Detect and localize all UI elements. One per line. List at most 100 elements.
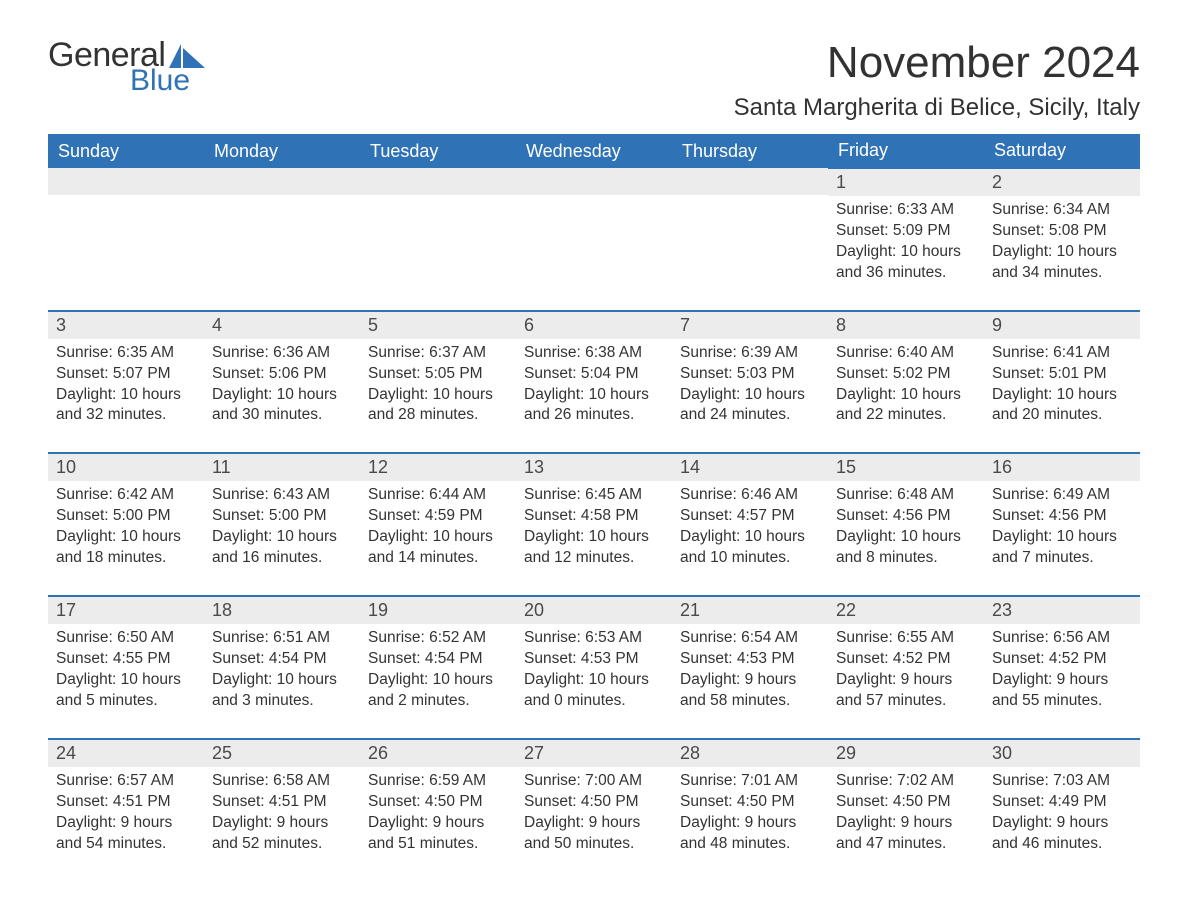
day-number: 4 [204,312,360,339]
day-details: Sunrise: 6:36 AMSunset: 5:06 PMDaylight:… [204,339,360,453]
sunset-line: Sunset: 5:06 PM [212,364,352,385]
sunrise-line: Sunrise: 6:58 AM [212,771,352,792]
empty-day-body [48,195,204,285]
sunset-line: Sunset: 5:04 PM [524,364,664,385]
day-number: 7 [672,312,828,339]
sunset-line: Sunset: 4:52 PM [836,649,976,670]
daylight-line: Daylight: 10 hours and 16 minutes. [212,527,352,569]
calendar-day-cell: 12Sunrise: 6:44 AMSunset: 4:59 PMDayligh… [360,453,516,596]
calendar-week-row: 1Sunrise: 6:33 AMSunset: 5:09 PMDaylight… [48,168,1140,311]
sunset-line: Sunset: 5:05 PM [368,364,508,385]
calendar-day-cell: 24Sunrise: 6:57 AMSunset: 4:51 PMDayligh… [48,739,204,881]
calendar-day-cell [672,168,828,311]
sunset-line: Sunset: 4:54 PM [212,649,352,670]
day-number: 3 [48,312,204,339]
day-number: 2 [984,169,1140,196]
sunrise-line: Sunrise: 6:54 AM [680,628,820,649]
daylight-line: Daylight: 10 hours and 24 minutes. [680,385,820,427]
day-details: Sunrise: 6:33 AMSunset: 5:09 PMDaylight:… [828,196,984,310]
sunrise-line: Sunrise: 6:53 AM [524,628,664,649]
daylight-line: Daylight: 10 hours and 8 minutes. [836,527,976,569]
empty-daynum-strip [360,168,516,195]
calendar-day-cell [48,168,204,311]
sunrise-line: Sunrise: 6:41 AM [992,343,1132,364]
day-details: Sunrise: 6:45 AMSunset: 4:58 PMDaylight:… [516,481,672,595]
daylight-line: Daylight: 10 hours and 2 minutes. [368,670,508,712]
sunset-line: Sunset: 5:01 PM [992,364,1132,385]
sunrise-line: Sunrise: 6:43 AM [212,485,352,506]
day-details: Sunrise: 6:55 AMSunset: 4:52 PMDaylight:… [828,624,984,738]
day-details: Sunrise: 6:56 AMSunset: 4:52 PMDaylight:… [984,624,1140,738]
sunset-line: Sunset: 4:58 PM [524,506,664,527]
day-number: 27 [516,740,672,767]
calendar-day-cell: 20Sunrise: 6:53 AMSunset: 4:53 PMDayligh… [516,596,672,739]
sunset-line: Sunset: 5:00 PM [212,506,352,527]
day-number: 17 [48,597,204,624]
calendar-day-cell: 15Sunrise: 6:48 AMSunset: 4:56 PMDayligh… [828,453,984,596]
calendar-day-cell: 10Sunrise: 6:42 AMSunset: 5:00 PMDayligh… [48,453,204,596]
sunrise-line: Sunrise: 6:59 AM [368,771,508,792]
daylight-line: Daylight: 10 hours and 5 minutes. [56,670,196,712]
day-number: 28 [672,740,828,767]
empty-day-body [204,195,360,285]
empty-day-body [360,195,516,285]
sunrise-line: Sunrise: 6:49 AM [992,485,1132,506]
day-details: Sunrise: 6:57 AMSunset: 4:51 PMDaylight:… [48,767,204,881]
sunset-line: Sunset: 4:52 PM [992,649,1132,670]
sunrise-line: Sunrise: 6:35 AM [56,343,196,364]
empty-daynum-strip [204,168,360,195]
sunrise-line: Sunrise: 6:44 AM [368,485,508,506]
daylight-line: Daylight: 10 hours and 26 minutes. [524,385,664,427]
calendar-day-cell: 29Sunrise: 7:02 AMSunset: 4:50 PMDayligh… [828,739,984,881]
sunrise-line: Sunrise: 6:38 AM [524,343,664,364]
page-header: General Blue November 2024 Santa Margher… [48,38,1140,122]
day-number: 14 [672,454,828,481]
day-details: Sunrise: 6:39 AMSunset: 5:03 PMDaylight:… [672,339,828,453]
empty-daynum-strip [516,168,672,195]
calendar-page: General Blue November 2024 Santa Margher… [0,0,1188,920]
day-details: Sunrise: 7:03 AMSunset: 4:49 PMDaylight:… [984,767,1140,881]
day-details: Sunrise: 6:43 AMSunset: 5:00 PMDaylight:… [204,481,360,595]
calendar-day-cell: 9Sunrise: 6:41 AMSunset: 5:01 PMDaylight… [984,311,1140,454]
day-details: Sunrise: 6:46 AMSunset: 4:57 PMDaylight:… [672,481,828,595]
sunrise-line: Sunrise: 6:42 AM [56,485,196,506]
day-number: 30 [984,740,1140,767]
sunset-line: Sunset: 4:51 PM [212,792,352,813]
day-number: 12 [360,454,516,481]
daylight-line: Daylight: 9 hours and 58 minutes. [680,670,820,712]
daylight-line: Daylight: 10 hours and 14 minutes. [368,527,508,569]
sunrise-line: Sunrise: 6:50 AM [56,628,196,649]
daylight-line: Daylight: 10 hours and 30 minutes. [212,385,352,427]
title-block: November 2024 Santa Margherita di Belice… [734,38,1140,122]
calendar-day-cell: 11Sunrise: 6:43 AMSunset: 5:00 PMDayligh… [204,453,360,596]
sunrise-line: Sunrise: 6:57 AM [56,771,196,792]
calendar-day-cell: 8Sunrise: 6:40 AMSunset: 5:02 PMDaylight… [828,311,984,454]
day-number: 29 [828,740,984,767]
sunset-line: Sunset: 4:53 PM [680,649,820,670]
sunset-line: Sunset: 5:02 PM [836,364,976,385]
day-details: Sunrise: 6:59 AMSunset: 4:50 PMDaylight:… [360,767,516,881]
calendar-day-cell [204,168,360,311]
sunset-line: Sunset: 4:55 PM [56,649,196,670]
sunset-line: Sunset: 4:50 PM [368,792,508,813]
day-details: Sunrise: 6:37 AMSunset: 5:05 PMDaylight:… [360,339,516,453]
daylight-line: Daylight: 9 hours and 55 minutes. [992,670,1132,712]
weekday-header: Sunday [48,134,204,168]
calendar-day-cell: 16Sunrise: 6:49 AMSunset: 4:56 PMDayligh… [984,453,1140,596]
sunrise-line: Sunrise: 6:33 AM [836,200,976,221]
day-details: Sunrise: 6:38 AMSunset: 5:04 PMDaylight:… [516,339,672,453]
sunset-line: Sunset: 5:03 PM [680,364,820,385]
day-number: 25 [204,740,360,767]
sunset-line: Sunset: 5:09 PM [836,221,976,242]
weekday-header: Friday [828,134,984,168]
sunrise-line: Sunrise: 6:36 AM [212,343,352,364]
day-details: Sunrise: 6:49 AMSunset: 4:56 PMDaylight:… [984,481,1140,595]
day-number: 24 [48,740,204,767]
day-details: Sunrise: 6:44 AMSunset: 4:59 PMDaylight:… [360,481,516,595]
sunset-line: Sunset: 4:50 PM [836,792,976,813]
sunrise-line: Sunrise: 7:00 AM [524,771,664,792]
weekday-header: Monday [204,134,360,168]
day-details: Sunrise: 6:58 AMSunset: 4:51 PMDaylight:… [204,767,360,881]
sunrise-line: Sunrise: 7:02 AM [836,771,976,792]
sunset-line: Sunset: 5:00 PM [56,506,196,527]
